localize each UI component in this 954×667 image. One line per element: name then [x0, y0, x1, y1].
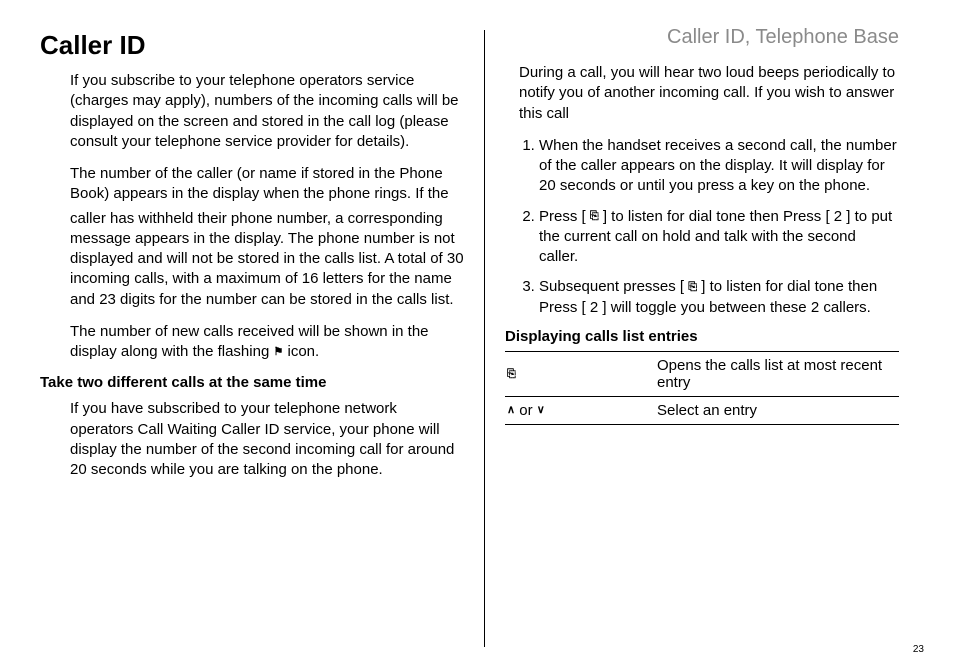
- down-arrow-icon: [537, 405, 545, 416]
- desc-cell: Select an entry: [655, 396, 899, 424]
- table-row: or Select an entry: [505, 396, 899, 424]
- or-text: or: [515, 402, 537, 419]
- key-cell: or: [505, 396, 655, 424]
- right-column-inner: During a call, you will hear two loud be…: [505, 63, 899, 425]
- main-heading: Caller ID: [40, 30, 464, 61]
- step-2: Press [ ] to listen for dial tone then P…: [539, 207, 899, 268]
- calls-list-table: Opens the calls list at most recent entr…: [505, 351, 899, 425]
- recall-icon: [590, 211, 599, 222]
- left-column: Caller ID If you subscribe to your telep…: [40, 30, 484, 647]
- call-waiting-paragraph: If you have subscribed to your telephone…: [70, 399, 464, 480]
- during-call-paragraph: During a call, you will hear two loud be…: [519, 63, 899, 124]
- step-2-pre: Press [: [539, 208, 590, 225]
- intro-paragraph-3: caller has withheld their phone number, …: [70, 209, 464, 310]
- intro-paragraph-2: The number of the caller (or name if sto…: [70, 164, 464, 205]
- subheading-two-calls: Take two different calls at the same tim…: [40, 374, 464, 391]
- intro-paragraph-1: If you subscribe to your telephone opera…: [70, 71, 464, 152]
- desc-cell: Opens the calls list at most recent entr…: [655, 351, 899, 396]
- page-number: 23: [913, 644, 924, 655]
- step-3: Subsequent presses [ ] to listen for dia…: [539, 277, 899, 318]
- key-cell: [505, 351, 655, 396]
- page-header-breadcrumb: Caller ID, Telephone Base: [505, 26, 899, 49]
- page-container: Caller ID If you subscribe to your telep…: [0, 0, 954, 667]
- intro-paragraph-4: The number of new calls received will be…: [70, 322, 464, 363]
- p4-pre-text: The number of new calls received will be…: [70, 323, 429, 360]
- steps-list: When the handset receives a second call,…: [521, 136, 899, 318]
- person-icon: [273, 347, 283, 358]
- subheading-calls-list: Displaying calls list entries: [505, 328, 899, 345]
- up-arrow-icon: [507, 405, 515, 416]
- recall-icon: [507, 369, 516, 380]
- table-row: Opens the calls list at most recent entr…: [505, 351, 899, 396]
- recall-icon: [688, 282, 697, 293]
- p4-post-text: icon.: [283, 343, 319, 360]
- step-1: When the handset receives a second call,…: [539, 136, 899, 197]
- step-3-pre: Subsequent presses [: [539, 278, 688, 295]
- right-column: Caller ID, Telephone Base During a call,…: [484, 30, 914, 647]
